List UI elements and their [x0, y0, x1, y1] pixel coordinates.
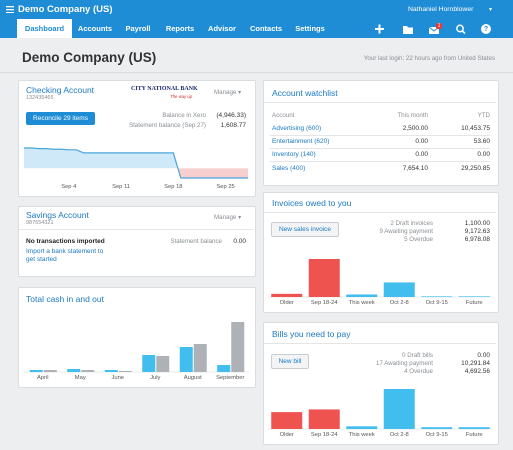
divider [264, 102, 496, 103]
divider [264, 212, 496, 213]
summary-label: 4 Overdue [404, 368, 433, 375]
new-invoice-button[interactable]: New sales invoice [271, 222, 339, 237]
this-month: 0.00 [415, 151, 428, 159]
tab[interactable]: Payroll [125, 24, 151, 33]
column-header: Account [272, 112, 295, 119]
svg-text:?: ? [484, 26, 488, 33]
account-link[interactable]: Sales (400) [272, 164, 306, 172]
divider [270, 135, 490, 136]
divider [264, 343, 496, 344]
summary-value: 10,291.84 [461, 360, 490, 367]
summary-label: 0 Draft bills [402, 352, 433, 359]
summary-value: 6,978.08 [464, 236, 490, 243]
checking-panel [18, 80, 256, 197]
divider [270, 161, 490, 163]
bank-tagline: The way up [170, 94, 193, 99]
page-title: Demo Company (US) [22, 50, 157, 65]
import-link[interactable]: Import a bank statement to get started [26, 248, 104, 263]
this-month: 7,654.10 [402, 164, 428, 172]
account-link[interactable]: Entertainment (620) [272, 138, 330, 146]
summary-value: 9,172.63 [464, 228, 490, 235]
column-header: YTD [477, 112, 490, 119]
balance-value: (4,946.33) [216, 112, 246, 119]
balance-label: Balance in Xero [162, 112, 206, 119]
statement-label: Statement balance (Sep 27) [128, 122, 206, 129]
summary-label: 2 Draft invoices [390, 220, 433, 227]
menu-icon[interactable] [6, 6, 14, 13]
ytd: 53.60 [473, 138, 490, 146]
help-icon[interactable]: ? [481, 24, 491, 34]
mail-icon[interactable] [428, 22, 443, 34]
statement-label: Statement balance [170, 238, 222, 245]
summary-value: 1,100.00 [464, 220, 490, 227]
tab[interactable]: Settings [295, 24, 325, 33]
this-month: 0.00 [415, 138, 428, 146]
divider [19, 229, 253, 230]
empty-message: No transactions imported [26, 238, 105, 245]
summary-label: 17 Awaiting payment [376, 360, 433, 367]
account-number: 132435465 [26, 95, 54, 101]
account-number: 987654321 [26, 220, 54, 226]
tab[interactable]: Contacts [249, 24, 283, 33]
savings-panel [18, 206, 256, 277]
top-bar [0, 0, 513, 38]
panel-title: Account watchlist [272, 88, 338, 98]
statement-value: 0.00 [233, 238, 246, 245]
add-icon[interactable] [375, 24, 384, 34]
account-title[interactable]: Checking Account [26, 85, 95, 95]
account-link[interactable]: Inventory (140) [272, 151, 316, 159]
company-name[interactable]: Demo Company (US) [18, 4, 113, 15]
tab[interactable]: Reports [165, 24, 195, 33]
cash-panel [18, 287, 256, 388]
divider [270, 148, 490, 150]
column-header: This month [397, 112, 428, 119]
search-icon[interactable] [456, 24, 466, 35]
mail-badge: 1 [437, 23, 441, 29]
panel-title: Total cash in and out [26, 294, 104, 304]
tab[interactable]: Advisor [208, 24, 236, 33]
last-login: Your last login: 22 hours ago from Unite… [363, 55, 495, 62]
user-name[interactable]: Nathaniel Hornblower [408, 6, 474, 13]
files-icon[interactable] [403, 26, 413, 34]
new-bill-button[interactable]: New bill [271, 354, 309, 369]
ytd: 29,250.85 [461, 164, 490, 172]
panel-title: Bills you need to pay [272, 329, 351, 339]
bills-panel [263, 322, 499, 445]
reconcile-button[interactable]: Reconcile 29 items [26, 112, 95, 125]
summary-value: 0.00 [477, 352, 490, 359]
tab[interactable]: Dashboard [17, 19, 72, 38]
bank-name: CITY NATIONAL BANK [131, 86, 198, 92]
summary-label: 9 Awaiting payment [379, 228, 433, 235]
user-caret[interactable]: ▾ [489, 7, 493, 13]
invoices-panel [263, 192, 499, 313]
manage-menu[interactable]: Manage ▾ [214, 89, 242, 96]
summary-label: 5 Overdue [404, 236, 433, 243]
summary-value: 4,692.56 [464, 368, 490, 375]
ytd: 0.00 [477, 151, 490, 159]
manage-label[interactable]: Manage [214, 89, 237, 96]
manage-menu[interactable]: Manage ▾ [214, 214, 242, 221]
account-link[interactable]: Advertising (600) [272, 125, 322, 132]
watchlist-panel [263, 80, 499, 186]
this-month: 2,500.00 [402, 125, 428, 132]
header-icons: ? [375, 22, 491, 35]
manage-label[interactable]: Manage [214, 214, 237, 221]
tab[interactable]: Accounts [77, 24, 113, 33]
statement-value: 1,608.77 [220, 122, 246, 129]
divider [0, 72, 513, 73]
account-title[interactable]: Savings Account [26, 210, 89, 220]
ytd: 10,453.75 [461, 125, 490, 132]
panel-title: Invoices owed to you [272, 198, 352, 208]
